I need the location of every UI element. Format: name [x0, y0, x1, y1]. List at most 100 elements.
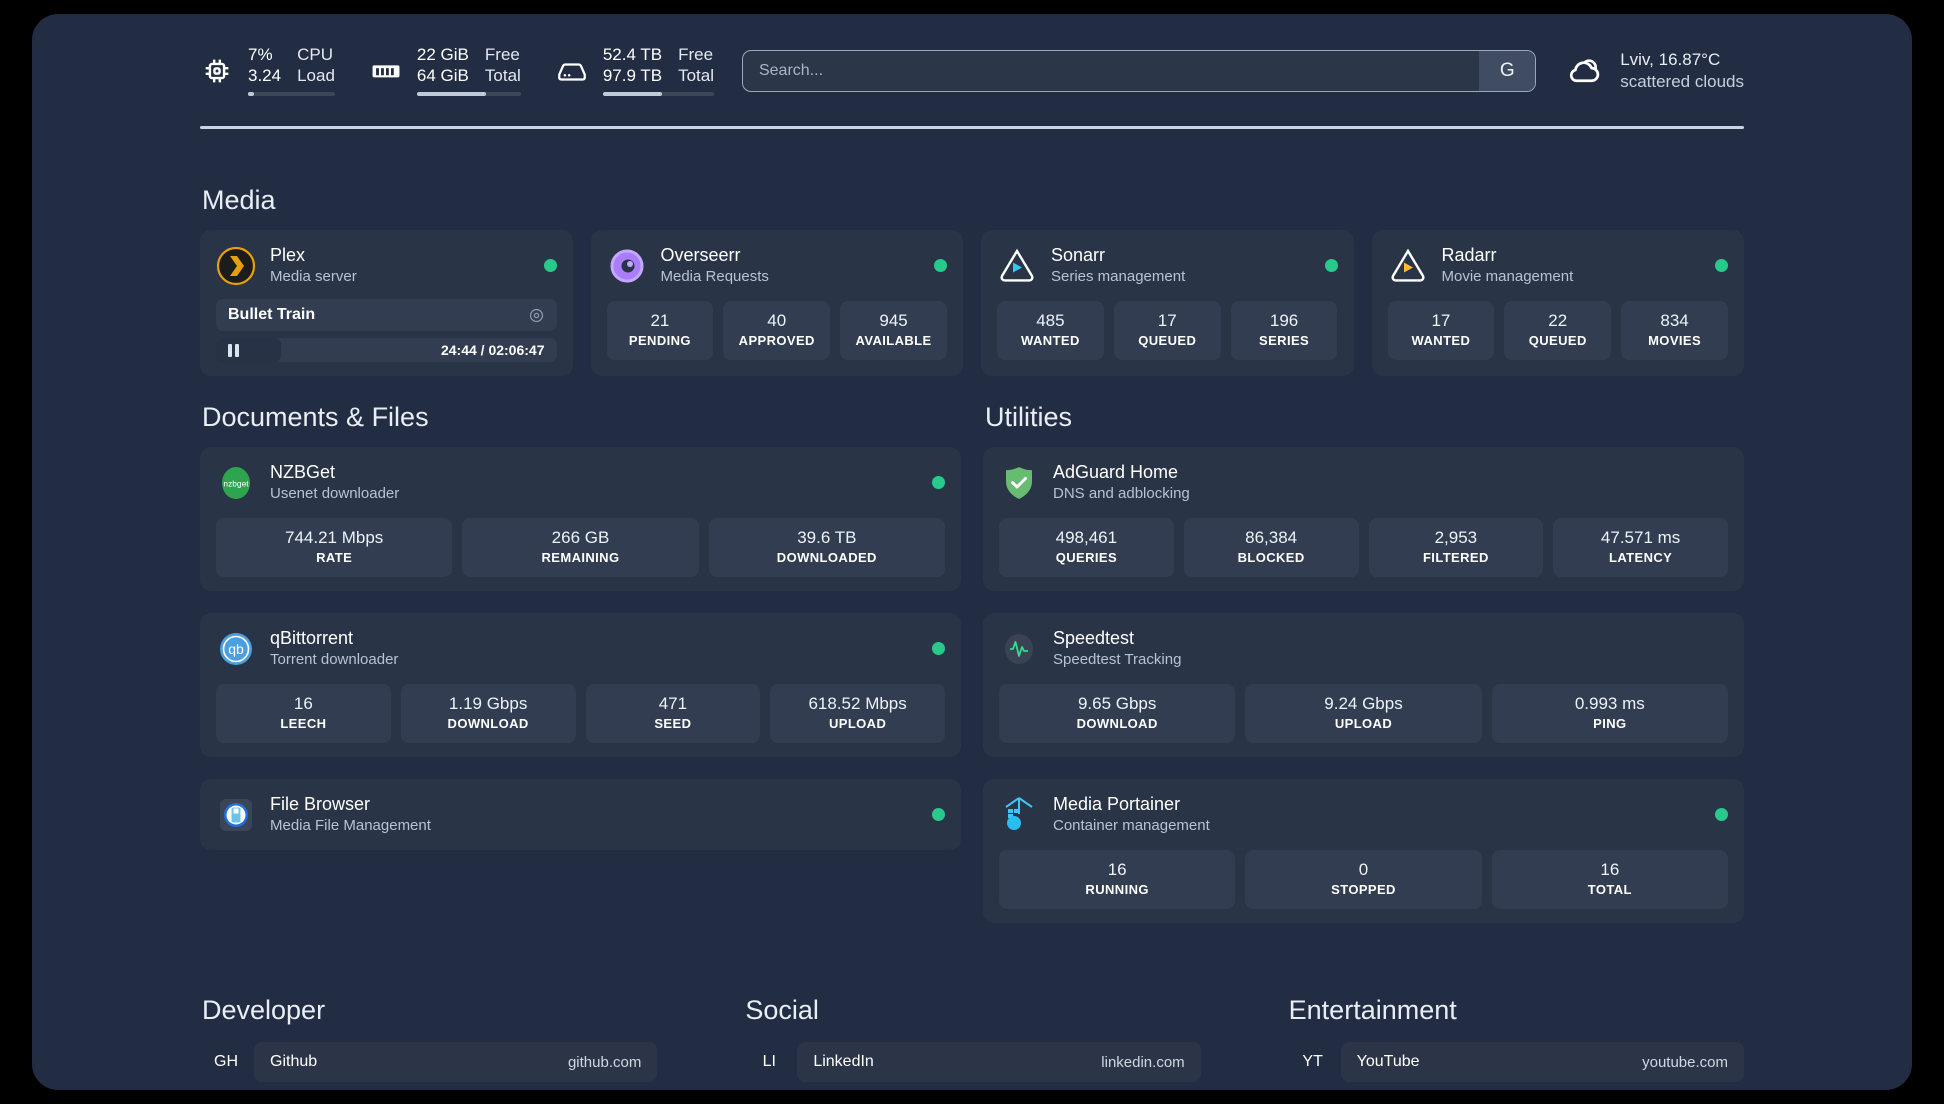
stat-tile: 39.6 TB DOWNLOADED: [708, 518, 945, 577]
gear-icon[interactable]: [528, 307, 545, 324]
stat-tile: 0 STOPPED: [1245, 850, 1482, 909]
search-input[interactable]: [742, 51, 1480, 91]
stat-label: DOWNLOADED: [776, 550, 877, 565]
service-name: Overseerr: [660, 245, 741, 265]
service-card-adguard[interactable]: AdGuard Home DNS and adblocking 498,461 …: [983, 447, 1744, 591]
weather-condition: scattered clouds: [1620, 72, 1744, 91]
stat-tile: 40 APPROVED: [723, 301, 831, 360]
dashboard-panel: 7% 3.24 CPU Load: [32, 14, 1912, 1090]
service-card-portainer[interactable]: Media Portainer Container management 16 …: [983, 779, 1744, 923]
ram-icon: [369, 54, 403, 88]
service-subtitle: Media Requests: [660, 268, 769, 285]
service-name: Media Portainer: [1053, 794, 1181, 814]
bookmark-badge: YT: [1302, 1053, 1323, 1070]
stat-label: TOTAL: [1587, 882, 1632, 897]
service-card-filebrowser[interactable]: File Browser Media File Management: [200, 779, 961, 850]
bookmark-group-entertainment: Entertainment YT YouTube youtube.com NF …: [1287, 995, 1744, 1090]
disk-label-2: Total: [678, 66, 714, 85]
service-card-overseerr[interactable]: Overseerr Media Requests 21 PENDING 40 A…: [590, 230, 963, 376]
stat-value: 471: [658, 694, 688, 713]
stat-label: REMAINING: [541, 550, 620, 565]
stat-label: QUEUED: [1528, 333, 1587, 348]
stat-value: 47.571 ms: [1600, 528, 1681, 547]
bookmark-url: github.com: [567, 1053, 642, 1071]
sonarr-logo-icon: [997, 246, 1037, 286]
weather-location-temp: Lviv, 16.87°C: [1620, 50, 1721, 69]
service-subtitle: Speedtest Tracking: [1053, 651, 1182, 668]
status-badge: [934, 259, 947, 272]
stat-tile: 196 SERIES: [1230, 301, 1338, 360]
stat-label: UPLOAD: [828, 716, 887, 731]
stat-tile: 22 QUEUED: [1504, 301, 1612, 360]
bookmark-badge: GH: [214, 1053, 238, 1070]
stat-value: 0.993 ms: [1574, 694, 1645, 713]
stat-value: 945: [879, 311, 908, 330]
stat-value: 9.24 Gbps: [1324, 694, 1403, 713]
cpu-label-2: Load: [297, 66, 335, 85]
stat-label: DOWNLOAD: [447, 716, 529, 731]
stat-value: 266 GB: [551, 528, 610, 547]
service-card-speedtest[interactable]: Speedtest Speedtest Tracking 9.65 Gbps D…: [983, 613, 1744, 757]
bookmark-item[interactable]: YT YouTube youtube.com: [1287, 1042, 1744, 1082]
stat-label: RATE: [316, 550, 353, 565]
stat-value: 2,953: [1434, 528, 1478, 547]
stat-label: BLOCKED: [1237, 550, 1305, 565]
service-subtitle: Series management: [1051, 268, 1186, 285]
status-badge: [1715, 808, 1728, 821]
cpu-label-1: CPU: [297, 45, 333, 64]
ram-value-1: 22 GiB: [416, 45, 469, 64]
cpu-icon: [200, 54, 234, 88]
stat-tile: 618.52 Mbps UPLOAD: [770, 684, 945, 743]
stat-tile: 17 QUEUED: [1113, 301, 1221, 360]
stat-tile: 945 AVAILABLE: [840, 301, 947, 360]
service-card-sonarr[interactable]: Sonarr Series management 485 WANTED 17 Q…: [981, 230, 1354, 376]
adguard-logo-icon: [999, 463, 1039, 503]
search-bar[interactable]: G: [741, 50, 1537, 92]
stat-value: 618.52 Mbps: [808, 694, 907, 713]
stat-value: 16: [1600, 860, 1620, 879]
disk-usage-bar: [602, 92, 714, 96]
radarr-logo-icon: [1388, 246, 1428, 286]
service-name: File Browser: [270, 794, 371, 814]
service-card-qbittorrent[interactable]: qb qBittorrent Torrent downloader: [200, 613, 961, 757]
stat-label: SERIES: [1259, 333, 1310, 348]
bookmark-group-title: Developer: [202, 995, 326, 1025]
weather-widget: Lviv, 16.87°C scattered clouds: [1564, 49, 1744, 93]
service-card-radarr[interactable]: Radarr Movie management 17 WANTED 22 QUE…: [1371, 230, 1744, 376]
stat-tile: 266 GB REMAINING: [462, 518, 699, 577]
stat-tile: 17 WANTED: [1387, 301, 1495, 360]
service-subtitle: Usenet downloader: [270, 485, 400, 502]
pause-icon[interactable]: [228, 343, 239, 357]
service-card-plex[interactable]: Plex Media server Bullet Train: [200, 230, 573, 376]
stat-value: 21: [650, 311, 670, 330]
status-badge: [543, 259, 557, 272]
stat-tile: 16 LEECH: [216, 684, 391, 743]
search-engine-button[interactable]: G: [1479, 51, 1536, 91]
stat-value: 834: [1660, 311, 1689, 330]
status-badge: [932, 808, 945, 821]
service-card-nzbget[interactable]: nzbget NZBGet Usenet downloader 74: [200, 447, 961, 591]
now-playing-title: Bullet Train: [228, 306, 316, 323]
status-badge: [932, 642, 945, 655]
bookmark-item[interactable]: LI LinkedIn linkedin.com: [743, 1042, 1201, 1082]
stat-value: 17: [1431, 311, 1451, 330]
stat-value: 744.21 Mbps: [285, 528, 384, 547]
service-name: NZBGet: [270, 462, 336, 482]
disk-icon: [555, 54, 589, 88]
stat-value: 485: [1036, 311, 1065, 330]
stat-tile: 471 SEED: [585, 684, 761, 743]
disk-stat: 52.4 TB 97.9 TB Free Total: [555, 44, 714, 98]
stat-label: MOVIES: [1648, 333, 1702, 348]
now-playing: Bullet Train 24:44 / 02:06:47: [216, 299, 557, 362]
stat-value: 498,461: [1055, 528, 1118, 547]
bookmark-name: LinkedIn: [813, 1053, 874, 1070]
service-name: Plex: [270, 245, 306, 265]
stat-value: 39.6 TB: [797, 528, 857, 547]
bookmark-name: YouTube: [1356, 1053, 1420, 1070]
bookmark-item[interactable]: GH Github github.com: [200, 1042, 658, 1082]
cpu-value-1: 7%: [248, 45, 273, 64]
service-subtitle: Torrent downloader: [270, 651, 399, 668]
stat-tile: 498,461 QUERIES: [999, 518, 1174, 577]
playback-progress-bar[interactable]: 24:44 / 02:06:47: [216, 338, 557, 362]
cpu-stat: 7% 3.24 CPU Load: [200, 44, 335, 98]
